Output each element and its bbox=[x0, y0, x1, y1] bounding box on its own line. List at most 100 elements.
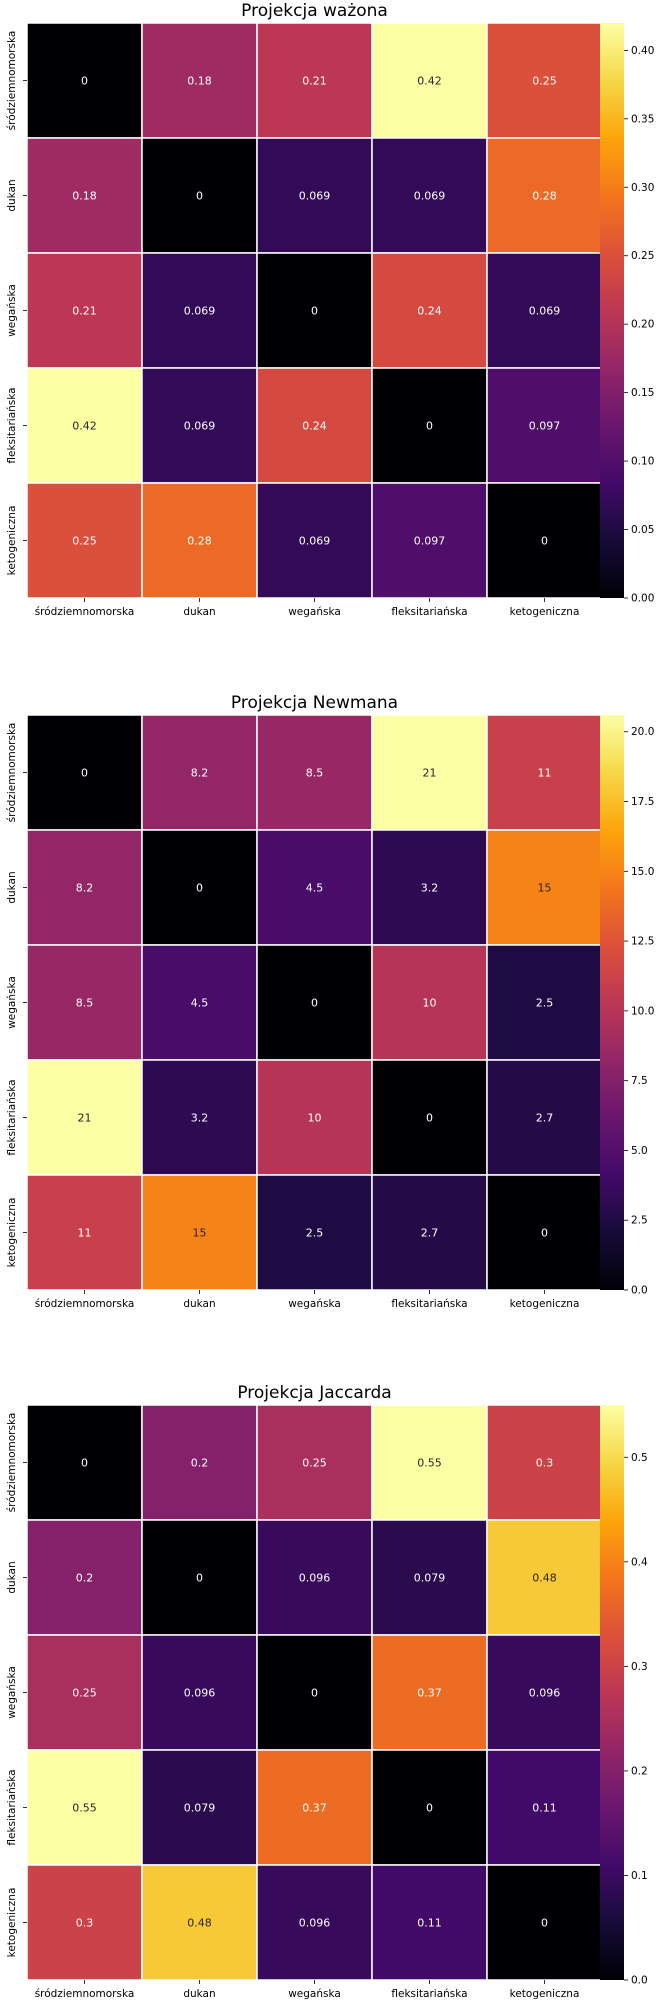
y-tick-label: ketogeniczna bbox=[6, 1198, 18, 1268]
colorbar-tick-label: 0.15 bbox=[631, 387, 654, 399]
colorbar-tick-label: 5.0 bbox=[631, 1145, 648, 1157]
cell-label: 0.069 bbox=[299, 535, 331, 548]
cell-label: 0.2 bbox=[76, 1572, 94, 1585]
cell-label: 0 bbox=[81, 767, 88, 780]
heatmap-cell bbox=[256, 1404, 373, 1521]
cell-label: 2.5 bbox=[536, 997, 554, 1010]
heatmap-cell bbox=[256, 482, 373, 599]
cell-label: 0.11 bbox=[532, 1802, 557, 1815]
cell-label: 0.25 bbox=[72, 1687, 97, 1700]
cell-label: 0 bbox=[426, 1802, 433, 1815]
heatmap-cell bbox=[371, 22, 488, 139]
heatmap-cell bbox=[486, 829, 603, 946]
cell-label: 2.7 bbox=[536, 1112, 554, 1125]
heatmap-cell bbox=[256, 367, 373, 484]
x-tick-label: ketogeniczna bbox=[510, 1988, 580, 2000]
cell-label: 0.3 bbox=[536, 1457, 554, 1470]
y-tick-label: fleksitariańska bbox=[6, 1769, 18, 1845]
cell-label: 0.25 bbox=[72, 535, 97, 548]
cell-label: 0 bbox=[541, 1227, 548, 1240]
heatmap-cell bbox=[256, 137, 373, 254]
y-tick-label: ketogeniczna bbox=[6, 1888, 18, 1958]
heatmap-cell bbox=[486, 1519, 603, 1636]
cell-label: 0.24 bbox=[302, 420, 327, 433]
heatmap-cell bbox=[141, 367, 258, 484]
cell-label: 0.37 bbox=[417, 1687, 442, 1700]
heatmap-cell bbox=[371, 829, 488, 946]
cell-label: 3.2 bbox=[191, 1112, 209, 1125]
cell-label: 11 bbox=[78, 1227, 92, 1240]
cell-label: 0 bbox=[541, 1917, 548, 1930]
cell-label: 0 bbox=[426, 1112, 433, 1125]
cell-label: 21 bbox=[78, 1112, 92, 1125]
heatmap-cell bbox=[371, 714, 488, 831]
heatmap-panel-2: Projekcja Newmana 0 8.2 8.5 21 11 8.2 0 4.5 3.2 15… bbox=[6, 693, 654, 1310]
colorbar-tick-label: 0.2 bbox=[631, 1765, 648, 1777]
y-tick-label: dukan bbox=[6, 1561, 18, 1593]
heatmap-cell bbox=[141, 1519, 258, 1636]
heatmap-cell bbox=[486, 1174, 603, 1291]
cell-label: 10 bbox=[308, 1112, 322, 1125]
colorbar-tick-label: 0.3 bbox=[631, 1661, 648, 1673]
x-tick-label: ketogeniczna bbox=[510, 1298, 580, 1310]
cell-label: 4.5 bbox=[191, 997, 209, 1010]
heatmap-cell bbox=[371, 252, 488, 369]
y-tick-label: śródziemnomorska bbox=[6, 723, 18, 823]
colorbar-tick-label: 0.25 bbox=[631, 250, 654, 262]
heatmap-cell bbox=[371, 1519, 488, 1636]
heatmap-cell bbox=[486, 482, 603, 599]
x-tick-label: dukan bbox=[183, 1988, 215, 2000]
heatmap-cell bbox=[256, 252, 373, 369]
colorbar bbox=[600, 715, 624, 1290]
colorbar-tick-label: 0.0 bbox=[631, 1975, 648, 1987]
colorbar-tick-label: 0.1 bbox=[631, 1870, 648, 1882]
cell-label: 0.11 bbox=[417, 1917, 442, 1930]
heatmap-cell bbox=[26, 1174, 143, 1291]
heatmap-cell bbox=[371, 1634, 488, 1751]
x-tick-label: dukan bbox=[183, 606, 215, 618]
x-tick-label: wegańska bbox=[288, 606, 341, 618]
heatmap-cell bbox=[486, 1864, 603, 1981]
heatmap-panel-3: Projekcja Jaccarda 0 0.2 0.25 0.55 0.3 0.2 0 0.0… bbox=[6, 1383, 648, 2000]
cell-label: 0.096 bbox=[299, 1572, 331, 1585]
cell-label: 0.55 bbox=[417, 1457, 442, 1470]
cell-label: 0 bbox=[541, 535, 548, 548]
cell-label: 0 bbox=[196, 882, 203, 895]
cell-label: 15 bbox=[538, 882, 552, 895]
cell-label: 0.55 bbox=[72, 1802, 97, 1815]
heatmap-cell bbox=[141, 1749, 258, 1866]
heatmap-cell bbox=[26, 22, 143, 139]
heatmap-cell bbox=[256, 1519, 373, 1636]
cell-label: 2.5 bbox=[306, 1227, 324, 1240]
heatmap-cell bbox=[26, 1404, 143, 1521]
heatmap-cell bbox=[256, 1174, 373, 1291]
heatmap-cell bbox=[141, 714, 258, 831]
y-tick-label: wegańska bbox=[6, 284, 18, 337]
heatmap-cell bbox=[486, 22, 603, 139]
cell-label: 0.096 bbox=[299, 1917, 331, 1930]
colorbar-tick-label: 2.5 bbox=[631, 1215, 648, 1227]
y-tick-label: śródziemnomorska bbox=[6, 31, 18, 131]
y-tick-label: fleksitariańska bbox=[6, 1079, 18, 1155]
cell-label: 0.21 bbox=[302, 75, 327, 88]
colorbar bbox=[600, 1405, 624, 1980]
cell-label: 0 bbox=[426, 420, 433, 433]
y-tick-label: dukan bbox=[6, 871, 18, 903]
colorbar-tick-label: 0.30 bbox=[631, 182, 654, 194]
heatmap-cell bbox=[26, 137, 143, 254]
heatmap-cell bbox=[141, 1059, 258, 1176]
cell-label: 10 bbox=[423, 997, 437, 1010]
cell-label: 0.28 bbox=[187, 535, 212, 548]
cell-label: 0.18 bbox=[72, 190, 97, 203]
cell-label: 0.079 bbox=[184, 1802, 216, 1815]
cell-label: 0.097 bbox=[414, 535, 446, 548]
heatmap-cell bbox=[486, 137, 603, 254]
x-tick-label: fleksitariańska bbox=[391, 1298, 467, 1310]
colorbar-tick-label: 15.0 bbox=[631, 866, 654, 878]
heatmap-cell bbox=[141, 1634, 258, 1751]
cell-label: 0 bbox=[196, 1572, 203, 1585]
cell-label: 4.5 bbox=[306, 882, 324, 895]
cell-label: 0.48 bbox=[532, 1572, 557, 1585]
colorbar-tick-label: 0.40 bbox=[631, 45, 654, 57]
